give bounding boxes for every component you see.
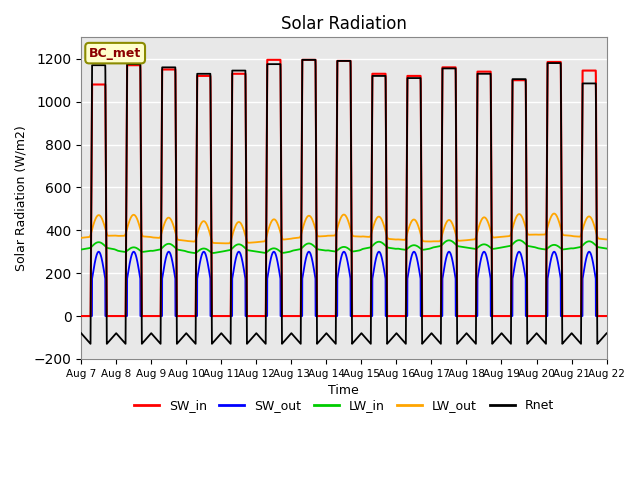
Rnet [433,336,440,342]
SW_out [172,313,179,319]
LW_out [324,233,332,239]
Y-axis label: Solar Radiation (W/m2): Solar Radiation (W/m2) [15,125,28,271]
Title: Solar Radiation: Solar Radiation [281,15,407,33]
SW_in [492,313,499,319]
LW_out [172,230,179,236]
SW_out [77,313,85,319]
Line: LW_in: LW_in [81,240,607,253]
Line: SW_out: SW_out [81,252,607,316]
Line: SW_in: SW_in [81,60,607,316]
LW_in [172,245,179,251]
SW_in [603,313,611,319]
SW_in [264,57,271,63]
SW_out [433,313,440,319]
Rnet [603,330,611,336]
LW_out [550,211,558,216]
Text: BC_met: BC_met [89,47,141,60]
Rnet [324,332,332,338]
Rnet [86,341,94,347]
X-axis label: Time: Time [328,384,359,397]
LW_out [492,235,499,240]
Rnet [461,331,469,337]
LW_in [433,244,440,250]
LW_in [324,248,332,253]
SW_in [77,313,85,319]
SW_in [172,94,179,100]
Rnet [602,331,610,337]
LW_in [461,245,469,251]
LW_out [461,238,469,243]
SW_in [602,313,610,319]
LW_out [77,235,85,241]
SW_out [324,313,332,319]
LW_in [77,247,85,252]
LW_in [191,250,198,256]
LW_out [603,237,611,242]
SW_out [603,313,611,319]
SW_out [95,249,102,254]
LW_out [433,239,440,244]
SW_out [461,313,469,319]
LW_in [602,246,610,252]
Line: LW_out: LW_out [81,214,607,243]
LW_in [492,246,499,252]
LW_in [603,246,611,252]
SW_in [461,313,469,319]
LW_out [602,237,610,242]
Rnet [298,57,306,63]
SW_out [492,313,499,319]
Line: Rnet: Rnet [81,60,607,344]
Rnet [77,330,85,336]
Rnet [492,337,499,343]
SW_out [602,313,610,319]
Legend: SW_in, SW_out, LW_in, LW_out, Rnet: SW_in, SW_out, LW_in, LW_out, Rnet [129,394,559,417]
Rnet [172,114,179,120]
SW_in [324,313,332,319]
LW_in [515,237,523,243]
LW_out [224,240,232,246]
SW_in [433,313,440,319]
